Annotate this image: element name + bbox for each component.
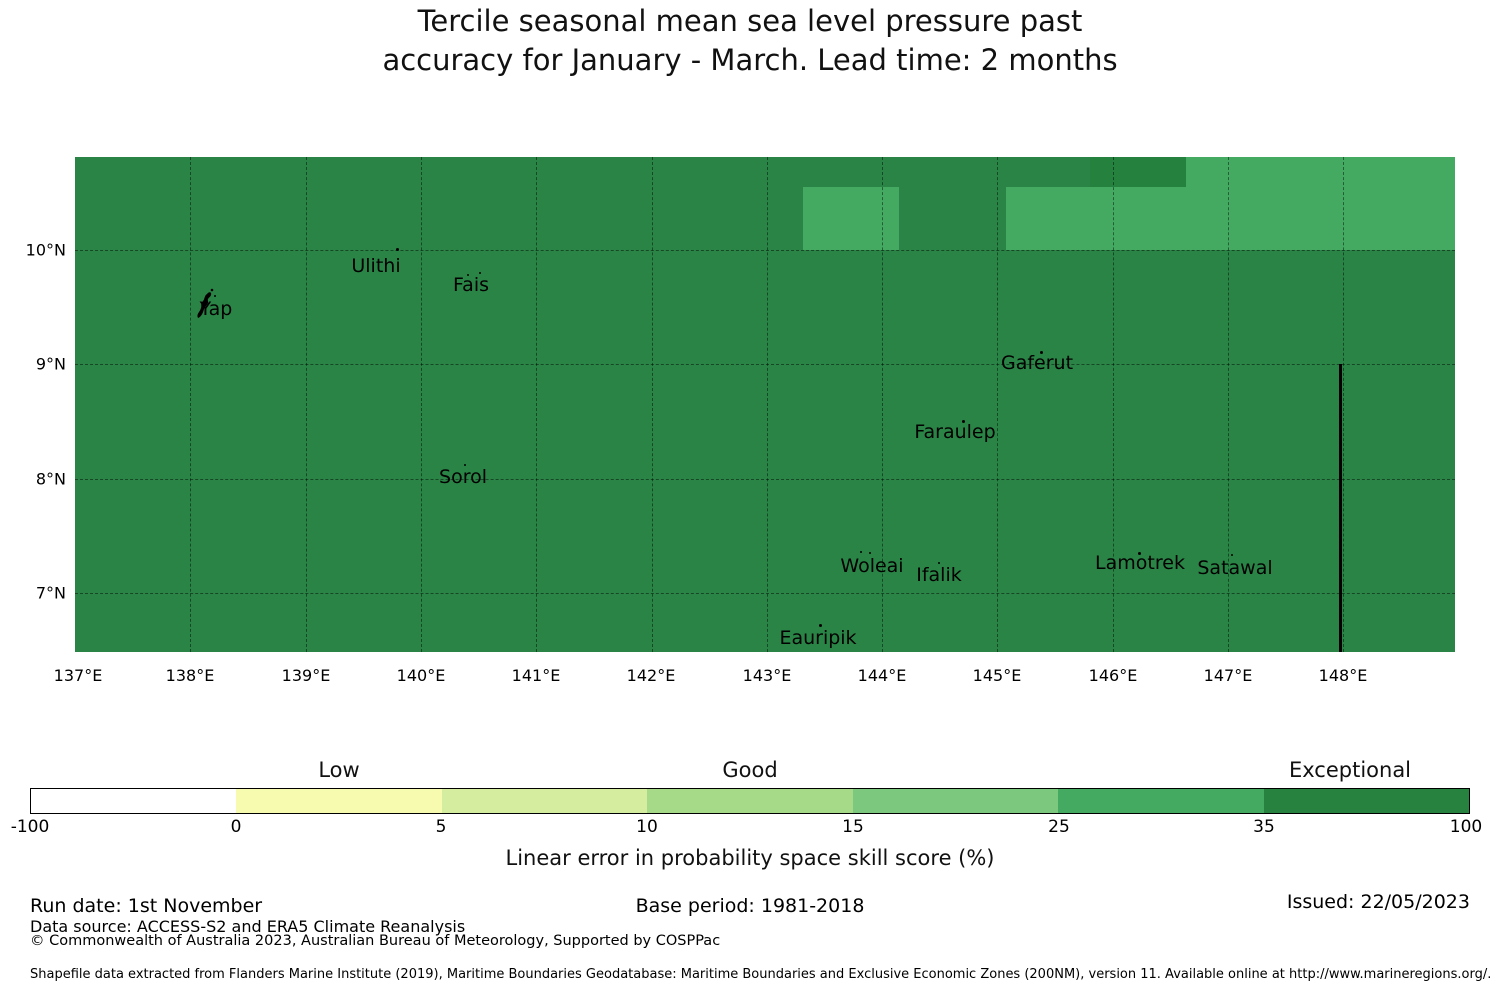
xtick-145e: 145°E — [972, 666, 1022, 685]
colorbar-tick-25: 25 — [1048, 817, 1070, 837]
data-source-text: Data source: ACCESS-S2 and ERA5 Climate … — [30, 917, 466, 936]
gridline-8n — [75, 479, 1455, 480]
skill-patch-25-35 — [803, 187, 899, 250]
gridline-147e — [1228, 157, 1229, 652]
ytick-10n: 10°N — [25, 240, 66, 260]
island-label-gaferut: Gaferut — [1000, 352, 1074, 374]
island-label-ulithi: Ulithi — [351, 255, 401, 277]
colorbar-tick-5: 5 — [435, 817, 447, 837]
ulithi-island-marker — [396, 248, 399, 251]
title-line-1: Tercile seasonal mean sea level pressure… — [417, 4, 1083, 38]
xtick-148e: 148°E — [1318, 666, 1368, 685]
island-label-yap: Yap — [199, 298, 233, 320]
gridline-143e — [767, 157, 768, 652]
island-label-woleai: Woleai — [840, 555, 904, 577]
skill-map: Yap Ulithi Fais Sorol Gaferut Faraulep W… — [75, 157, 1455, 652]
colorbar-label-good: Good — [722, 758, 778, 782]
island-label-lamotrek: Lamotrek — [1095, 552, 1185, 574]
ytick-9n: 9°N — [35, 354, 66, 374]
gridline-140e — [421, 157, 422, 652]
eez-boundary-line — [1339, 364, 1342, 652]
colorbar-title: Linear error in probability space skill … — [505, 846, 995, 870]
base-period-text: Base period: 1981-2018 — [635, 895, 865, 917]
gridline-145e — [997, 157, 998, 652]
gridline-10n — [75, 250, 1455, 251]
colorbar-tick-0: 0 — [230, 817, 242, 837]
colorbar-segment-1 — [31, 789, 237, 813]
skill-patch-35-100-dark — [1090, 157, 1186, 187]
colorbar-segment-5 — [852, 789, 1059, 813]
copyright-text: © Commonwealth of Australia 2023, Austra… — [30, 933, 721, 949]
skill-patch-25-35 — [1186, 157, 1455, 250]
gaferut-island-marker — [1040, 351, 1043, 354]
colorbar-segment-2 — [236, 789, 442, 813]
lamotrek-island-marker — [1138, 552, 1141, 555]
fais-island-marker — [467, 274, 469, 276]
title-line-2: accuracy for January - March. Lead time:… — [382, 43, 1118, 77]
skill-patch-25-35 — [1006, 187, 1186, 250]
colorbar-segment-3 — [441, 789, 648, 813]
gridline-7n — [75, 593, 1455, 594]
colorbar — [30, 788, 1470, 814]
xtick-138e: 138°E — [165, 666, 215, 685]
colorbar-segment-4 — [647, 789, 853, 813]
gridline-139e — [306, 157, 307, 652]
colorbar-tick--100: -100 — [10, 817, 50, 837]
ifalik-island-marker — [938, 562, 940, 564]
colorbar-tick-35: 35 — [1253, 817, 1275, 837]
ytick-8n: 8°N — [35, 469, 66, 489]
colorbar-segment-6 — [1058, 789, 1264, 813]
colorbar-label-exceptional: Exceptional — [1288, 758, 1412, 782]
colorbar-tick-10: 10 — [636, 817, 658, 837]
figure-title: Tercile seasonal mean sea level pressure… — [0, 2, 1500, 80]
colorbar-label-low: Low — [318, 758, 360, 782]
xtick-142e: 142°E — [626, 666, 676, 685]
run-date-text: Run date: 1st November — [30, 895, 263, 917]
gridline-9n — [75, 364, 1455, 365]
xtick-146e: 146°E — [1088, 666, 1138, 685]
ytick-7n: 7°N — [35, 583, 66, 603]
colorbar-segment-7 — [1263, 789, 1469, 813]
island-label-sorol: Sorol — [439, 466, 487, 488]
gridline-142e — [652, 157, 653, 652]
island-label-eauripik: Eauripik — [779, 627, 857, 649]
faraulep-island-marker — [962, 420, 965, 423]
satawal-island-marker — [1231, 554, 1233, 556]
xtick-144e: 144°E — [857, 666, 907, 685]
woleai-island-marker — [869, 552, 871, 554]
xtick-137e: 137°E — [53, 666, 103, 685]
island-label-ifalik: Ifalik — [916, 564, 962, 586]
xtick-139e: 139°E — [281, 666, 331, 685]
gridline-141e — [536, 157, 537, 652]
xtick-147e: 147°E — [1203, 666, 1253, 685]
fais-island-marker — [479, 272, 481, 274]
xtick-143e: 143°E — [742, 666, 792, 685]
woleai-island-marker — [860, 551, 862, 553]
island-label-faraulep: Faraulep — [914, 421, 996, 443]
sorol-island-marker — [464, 464, 466, 466]
xtick-141e: 141°E — [511, 666, 561, 685]
xtick-140e: 140°E — [396, 666, 446, 685]
colorbar-tick-100: 100 — [1449, 817, 1483, 837]
island-label-satawal: Satawal — [1197, 557, 1273, 579]
gridline-138e — [190, 157, 191, 652]
shapefile-attribution-text: Shapefile data extracted from Flanders M… — [30, 967, 1492, 982]
yap-island-shape — [197, 288, 216, 318]
island-label-fais: Fais — [452, 274, 490, 296]
issued-date-text: Issued: 22/05/2023 — [1286, 891, 1470, 913]
gridline-148e — [1343, 157, 1344, 652]
colorbar-tick-15: 15 — [842, 817, 864, 837]
gridline-144e — [882, 157, 883, 652]
eauripik-island-marker — [819, 624, 822, 627]
gridline-146e — [1113, 157, 1114, 652]
